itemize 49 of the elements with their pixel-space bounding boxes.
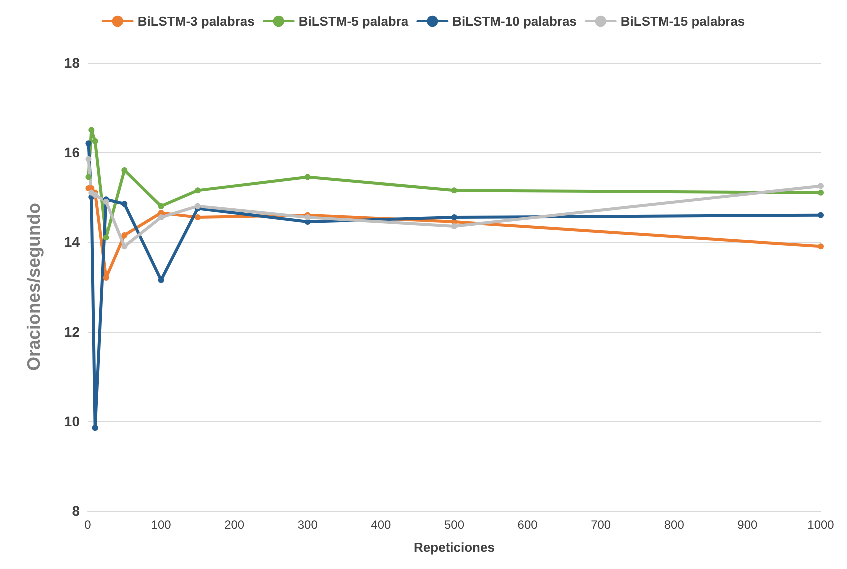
point [818, 190, 824, 196]
point [86, 174, 92, 180]
y-tick-label: 18 [64, 55, 80, 71]
x-tick-label: 100 [151, 518, 172, 532]
point [122, 232, 128, 238]
point [92, 425, 98, 432]
point [304, 174, 311, 180]
y-axis-title: Oraciones/segundo [24, 202, 44, 372]
point [122, 244, 128, 250]
point [158, 214, 164, 221]
legend-label: BiLSTM-5 palabra [298, 14, 410, 29]
y-tick-label: 16 [64, 144, 80, 161]
x-tick-label: 1000 [808, 518, 835, 532]
x-tick-label: 800 [664, 518, 685, 532]
point [86, 156, 92, 162]
point [158, 203, 164, 210]
point [452, 214, 458, 221]
legend-label: BiLSTM-15 palabras [620, 14, 746, 29]
point [88, 127, 95, 134]
y-tick-label: 14 [64, 234, 80, 250]
x-tick-label: 300 [298, 518, 318, 532]
point [194, 214, 201, 221]
legend-label: BiLSTM-3 palabras [138, 14, 255, 29]
point [194, 188, 201, 194]
point [818, 183, 824, 190]
point [103, 275, 110, 282]
x-axis-title: Repeticiones [414, 540, 495, 555]
x-tick-label: 500 [444, 518, 465, 532]
x-tick-label: 400 [371, 518, 392, 532]
y-tick-label: 12 [64, 324, 80, 340]
point [452, 188, 458, 194]
x-tick-label: 600 [518, 518, 538, 532]
y-tick-label: 10 [64, 413, 80, 430]
point [92, 138, 98, 144]
point [452, 224, 458, 230]
point [92, 192, 98, 198]
point [86, 140, 92, 147]
point [818, 244, 824, 250]
point [304, 214, 311, 221]
x-tick-label: 700 [591, 518, 612, 532]
point [103, 234, 110, 241]
x-tick-label: 200 [224, 518, 245, 532]
point [194, 203, 201, 210]
point [818, 212, 824, 218]
x-tick-label: 0 [84, 518, 92, 532]
y-tick-label: 8 [72, 503, 80, 519]
legend-label: BiLSTM-10 palabras [452, 14, 577, 29]
point [122, 201, 128, 208]
x-tick-label: 900 [738, 518, 758, 532]
